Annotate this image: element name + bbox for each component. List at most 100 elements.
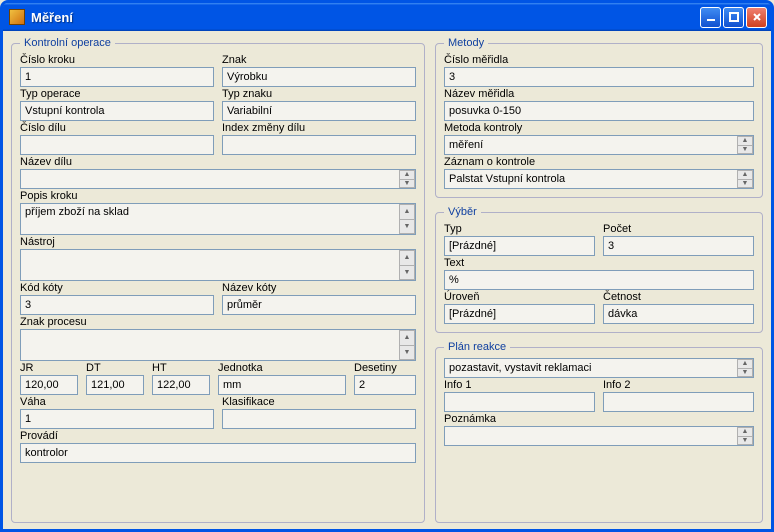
jednotka-input[interactable] [218, 375, 346, 395]
info2-label: Info 2 [603, 379, 754, 391]
kod-koty-label: Kód kóty [20, 282, 214, 294]
vyber-pocet-input[interactable] [603, 236, 754, 256]
spin-up-icon[interactable]: ▲ [737, 427, 753, 436]
popis-kroku-input[interactable] [20, 203, 416, 235]
nazev-koty-input[interactable] [222, 295, 416, 315]
klasifikace-label: Klasifikace [222, 396, 416, 408]
spinner: ▲ ▼ [737, 427, 753, 445]
nazev-meridla-input[interactable] [444, 101, 754, 121]
vyber-cetnost-label: Četnost [603, 291, 754, 303]
group-legend: Výběr [444, 206, 481, 218]
spin-down-icon[interactable]: ▼ [399, 265, 415, 281]
znak-label: Znak [222, 54, 416, 66]
poznamka-input[interactable] [444, 426, 754, 446]
desetiny-label: Desetiny [354, 362, 416, 374]
vyber-cetnost-input[interactable] [603, 304, 754, 324]
spin-up-icon[interactable]: ▲ [737, 359, 753, 368]
spin-down-icon[interactable]: ▼ [399, 345, 415, 361]
spin-down-icon[interactable]: ▼ [737, 145, 753, 155]
zaznam-label: Záznam o kontrole [444, 156, 754, 168]
spinner: ▲ ▼ [399, 330, 415, 360]
window: Měření Kontrolní operace Číslo kroku [0, 0, 774, 532]
nazev-meridla-label: Název měřidla [444, 88, 754, 100]
znak-procesu-input[interactable] [20, 329, 416, 361]
dt-label: DT [86, 362, 144, 374]
close-button[interactable] [746, 7, 767, 28]
spinner: ▲ ▼ [737, 359, 753, 377]
cislo-kroku-label: Číslo kroku [20, 54, 214, 66]
znak-input[interactable] [222, 67, 416, 87]
spin-up-icon[interactable]: ▲ [737, 136, 753, 145]
typ-operace-input[interactable] [20, 101, 214, 121]
vaha-input[interactable] [20, 409, 214, 429]
minimize-button[interactable] [700, 7, 721, 28]
spinner: ▲ ▼ [399, 170, 415, 188]
spin-down-icon[interactable]: ▼ [737, 436, 753, 446]
group-kontrolni-operace: Kontrolní operace Číslo kroku Znak Typ o… [11, 37, 425, 523]
maximize-button[interactable] [723, 7, 744, 28]
spin-up-icon[interactable]: ▲ [399, 250, 415, 265]
typ-operace-label: Typ operace [20, 88, 214, 100]
vyber-pocet-label: Počet [603, 223, 754, 235]
vyber-typ-label: Typ [444, 223, 595, 235]
group-vyber: Výběr Typ Počet Text [435, 206, 763, 333]
spin-up-icon[interactable]: ▲ [737, 170, 753, 179]
cislo-meridla-input[interactable] [444, 67, 754, 87]
znak-procesu-label: Znak procesu [20, 316, 416, 328]
vyber-uroven-label: Úroveň [444, 291, 595, 303]
jr-label: JR [20, 362, 78, 374]
ht-label: HT [152, 362, 210, 374]
group-legend: Metody [444, 37, 488, 49]
klasifikace-input[interactable] [222, 409, 416, 429]
info2-input[interactable] [603, 392, 754, 412]
provadi-label: Provádí [20, 430, 416, 442]
jednotka-label: Jednotka [218, 362, 346, 374]
metoda-kontroly-input[interactable] [444, 135, 754, 155]
spinner: ▲ ▼ [399, 204, 415, 234]
cislo-dilu-label: Číslo dílu [20, 122, 214, 134]
metoda-kontroly-label: Metoda kontroly [444, 122, 754, 134]
ht-input[interactable] [152, 375, 210, 395]
vyber-typ-input[interactable] [444, 236, 595, 256]
cislo-kroku-input[interactable] [20, 67, 214, 87]
cislo-meridla-label: Číslo měřidla [444, 54, 754, 66]
nastroj-label: Nástroj [20, 236, 416, 248]
spin-up-icon[interactable]: ▲ [399, 204, 415, 219]
window-title: Měření [31, 10, 700, 25]
info1-input[interactable] [444, 392, 595, 412]
typ-znaku-input[interactable] [222, 101, 416, 121]
group-legend: Kontrolní operace [20, 37, 115, 49]
zaznam-input[interactable] [444, 169, 754, 189]
spin-up-icon[interactable]: ▲ [399, 330, 415, 345]
group-legend: Plán reakce [444, 341, 510, 353]
app-icon [9, 9, 25, 25]
spin-up-icon[interactable]: ▲ [399, 170, 415, 179]
spin-down-icon[interactable]: ▼ [737, 368, 753, 378]
group-plan-reakce: Plán reakce ▲ ▼ Info 1 [435, 341, 763, 523]
provadi-input[interactable] [20, 443, 416, 463]
cislo-dilu-input[interactable] [20, 135, 214, 155]
dt-input[interactable] [86, 375, 144, 395]
kod-koty-input[interactable] [20, 295, 214, 315]
nazev-dilu-label: Název dílu [20, 156, 416, 168]
group-metody: Metody Číslo měřidla Název měřidla Metod… [435, 37, 763, 198]
titlebar: Měření [3, 3, 771, 31]
spin-down-icon[interactable]: ▼ [399, 219, 415, 235]
spin-down-icon[interactable]: ▼ [399, 179, 415, 189]
spinner: ▲ ▼ [737, 136, 753, 154]
plan-input[interactable] [444, 358, 754, 378]
spin-down-icon[interactable]: ▼ [737, 179, 753, 189]
info1-label: Info 1 [444, 379, 595, 391]
spinner: ▲ ▼ [737, 170, 753, 188]
nazev-koty-label: Název kóty [222, 282, 416, 294]
desetiny-input[interactable] [354, 375, 416, 395]
index-zmeny-label: Index změny dílu [222, 122, 416, 134]
poznamka-label: Poznámka [444, 413, 754, 425]
vyber-text-input[interactable] [444, 270, 754, 290]
vyber-uroven-input[interactable] [444, 304, 595, 324]
nazev-dilu-input[interactable] [20, 169, 416, 189]
vyber-text-label: Text [444, 257, 754, 269]
nastroj-input[interactable] [20, 249, 416, 281]
jr-input[interactable] [20, 375, 78, 395]
index-zmeny-input[interactable] [222, 135, 416, 155]
